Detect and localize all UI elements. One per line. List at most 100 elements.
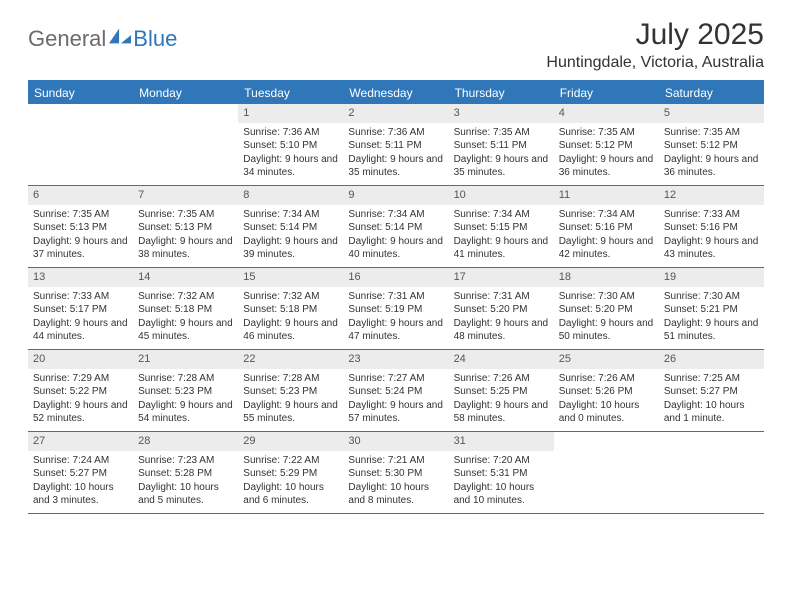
sunrise-line: Sunrise: 7:28 AM <box>138 372 233 386</box>
daylight-line: Daylight: 9 hours and 36 minutes. <box>559 153 654 180</box>
calendar-cell: 19Sunrise: 7:30 AMSunset: 5:21 PMDayligh… <box>659 268 764 350</box>
sunset-line: Sunset: 5:12 PM <box>664 139 759 153</box>
day-body: Sunrise: 7:35 AMSunset: 5:11 PMDaylight:… <box>449 123 554 185</box>
day-number: 12 <box>659 186 764 205</box>
brand-logo: General Blue <box>28 18 177 52</box>
day-number: 4 <box>554 104 659 123</box>
calendar-cell: 29Sunrise: 7:22 AMSunset: 5:29 PMDayligh… <box>238 432 343 514</box>
daylight-line: Daylight: 9 hours and 54 minutes. <box>138 399 233 426</box>
sunset-line: Sunset: 5:12 PM <box>559 139 654 153</box>
sunset-line: Sunset: 5:19 PM <box>348 303 443 317</box>
sunrise-line: Sunrise: 7:35 AM <box>559 126 654 140</box>
header: General Blue July 2025 Huntingdale, Vict… <box>28 18 764 72</box>
sunset-line: Sunset: 5:18 PM <box>138 303 233 317</box>
day-body: Sunrise: 7:35 AMSunset: 5:13 PMDaylight:… <box>133 205 238 267</box>
day-number: 8 <box>238 186 343 205</box>
sunset-line: Sunset: 5:26 PM <box>559 385 654 399</box>
daylight-line: Daylight: 9 hours and 35 minutes. <box>348 153 443 180</box>
day-body: Sunrise: 7:32 AMSunset: 5:18 PMDaylight:… <box>133 287 238 349</box>
calendar-cell: 26Sunrise: 7:25 AMSunset: 5:27 PMDayligh… <box>659 350 764 432</box>
sunset-line: Sunset: 5:27 PM <box>664 385 759 399</box>
calendar-cell: 5Sunrise: 7:35 AMSunset: 5:12 PMDaylight… <box>659 104 764 186</box>
calendar-cell: 23Sunrise: 7:27 AMSunset: 5:24 PMDayligh… <box>343 350 448 432</box>
day-number: 1 <box>238 104 343 123</box>
daylight-line: Daylight: 9 hours and 50 minutes. <box>559 317 654 344</box>
daylight-line: Daylight: 9 hours and 35 minutes. <box>454 153 549 180</box>
calendar-cell: 16Sunrise: 7:31 AMSunset: 5:19 PMDayligh… <box>343 268 448 350</box>
sunrise-line: Sunrise: 7:31 AM <box>454 290 549 304</box>
day-body: Sunrise: 7:32 AMSunset: 5:18 PMDaylight:… <box>238 287 343 349</box>
calendar-cell <box>133 104 238 186</box>
sunset-line: Sunset: 5:23 PM <box>138 385 233 399</box>
daylight-line: Daylight: 9 hours and 55 minutes. <box>243 399 338 426</box>
sunrise-line: Sunrise: 7:24 AM <box>33 454 128 468</box>
daylight-line: Daylight: 9 hours and 39 minutes. <box>243 235 338 262</box>
dow-header: Wednesday <box>343 82 448 104</box>
daylight-line: Daylight: 9 hours and 52 minutes. <box>33 399 128 426</box>
sunset-line: Sunset: 5:30 PM <box>348 467 443 481</box>
daylight-line: Daylight: 9 hours and 44 minutes. <box>33 317 128 344</box>
calendar-cell: 11Sunrise: 7:34 AMSunset: 5:16 PMDayligh… <box>554 186 659 268</box>
calendar-cell: 28Sunrise: 7:23 AMSunset: 5:28 PMDayligh… <box>133 432 238 514</box>
day-number: 28 <box>133 432 238 451</box>
calendar-cell: 25Sunrise: 7:26 AMSunset: 5:26 PMDayligh… <box>554 350 659 432</box>
daylight-line: Daylight: 10 hours and 8 minutes. <box>348 481 443 508</box>
day-number: 25 <box>554 350 659 369</box>
day-number: 14 <box>133 268 238 287</box>
dow-header: Monday <box>133 82 238 104</box>
day-body: Sunrise: 7:29 AMSunset: 5:22 PMDaylight:… <box>28 369 133 431</box>
sunset-line: Sunset: 5:16 PM <box>559 221 654 235</box>
sunset-line: Sunset: 5:23 PM <box>243 385 338 399</box>
daylight-line: Daylight: 9 hours and 57 minutes. <box>348 399 443 426</box>
day-body: Sunrise: 7:26 AMSunset: 5:25 PMDaylight:… <box>449 369 554 431</box>
calendar-cell: 20Sunrise: 7:29 AMSunset: 5:22 PMDayligh… <box>28 350 133 432</box>
calendar-cell: 4Sunrise: 7:35 AMSunset: 5:12 PMDaylight… <box>554 104 659 186</box>
day-number: 27 <box>28 432 133 451</box>
sunrise-line: Sunrise: 7:22 AM <box>243 454 338 468</box>
day-body: Sunrise: 7:34 AMSunset: 5:16 PMDaylight:… <box>554 205 659 267</box>
sunrise-line: Sunrise: 7:33 AM <box>33 290 128 304</box>
sunset-line: Sunset: 5:22 PM <box>33 385 128 399</box>
daylight-line: Daylight: 9 hours and 40 minutes. <box>348 235 443 262</box>
sunset-line: Sunset: 5:13 PM <box>138 221 233 235</box>
calendar-cell: 7Sunrise: 7:35 AMSunset: 5:13 PMDaylight… <box>133 186 238 268</box>
sunrise-line: Sunrise: 7:34 AM <box>559 208 654 222</box>
dow-header: Sunday <box>28 82 133 104</box>
day-body: Sunrise: 7:20 AMSunset: 5:31 PMDaylight:… <box>449 451 554 513</box>
daylight-line: Daylight: 9 hours and 48 minutes. <box>454 317 549 344</box>
sunrise-line: Sunrise: 7:27 AM <box>348 372 443 386</box>
calendar-cell: 9Sunrise: 7:34 AMSunset: 5:14 PMDaylight… <box>343 186 448 268</box>
sunset-line: Sunset: 5:20 PM <box>559 303 654 317</box>
day-number: 2 <box>343 104 448 123</box>
day-body: Sunrise: 7:24 AMSunset: 5:27 PMDaylight:… <box>28 451 133 513</box>
calendar-cell: 15Sunrise: 7:32 AMSunset: 5:18 PMDayligh… <box>238 268 343 350</box>
day-body: Sunrise: 7:35 AMSunset: 5:12 PMDaylight:… <box>554 123 659 185</box>
day-body: Sunrise: 7:34 AMSunset: 5:14 PMDaylight:… <box>238 205 343 267</box>
sunset-line: Sunset: 5:24 PM <box>348 385 443 399</box>
daylight-line: Daylight: 9 hours and 47 minutes. <box>348 317 443 344</box>
day-body: Sunrise: 7:34 AMSunset: 5:14 PMDaylight:… <box>343 205 448 267</box>
calendar-cell: 21Sunrise: 7:28 AMSunset: 5:23 PMDayligh… <box>133 350 238 432</box>
day-body: Sunrise: 7:22 AMSunset: 5:29 PMDaylight:… <box>238 451 343 513</box>
day-number: 17 <box>449 268 554 287</box>
sunrise-line: Sunrise: 7:23 AM <box>138 454 233 468</box>
sunset-line: Sunset: 5:11 PM <box>454 139 549 153</box>
daylight-line: Daylight: 9 hours and 36 minutes. <box>664 153 759 180</box>
sunrise-line: Sunrise: 7:20 AM <box>454 454 549 468</box>
dow-header: Saturday <box>659 82 764 104</box>
dow-header: Friday <box>554 82 659 104</box>
sunrise-line: Sunrise: 7:25 AM <box>664 372 759 386</box>
day-body: Sunrise: 7:26 AMSunset: 5:26 PMDaylight:… <box>554 369 659 431</box>
sunset-line: Sunset: 5:27 PM <box>33 467 128 481</box>
sunset-line: Sunset: 5:15 PM <box>454 221 549 235</box>
dow-header: Thursday <box>449 82 554 104</box>
sunrise-line: Sunrise: 7:30 AM <box>664 290 759 304</box>
day-body: Sunrise: 7:27 AMSunset: 5:24 PMDaylight:… <box>343 369 448 431</box>
daylight-line: Daylight: 10 hours and 6 minutes. <box>243 481 338 508</box>
day-body: Sunrise: 7:34 AMSunset: 5:15 PMDaylight:… <box>449 205 554 267</box>
sunrise-line: Sunrise: 7:28 AM <box>243 372 338 386</box>
day-body: Sunrise: 7:23 AMSunset: 5:28 PMDaylight:… <box>133 451 238 513</box>
calendar-cell: 10Sunrise: 7:34 AMSunset: 5:15 PMDayligh… <box>449 186 554 268</box>
day-body: Sunrise: 7:35 AMSunset: 5:12 PMDaylight:… <box>659 123 764 185</box>
day-number: 16 <box>343 268 448 287</box>
